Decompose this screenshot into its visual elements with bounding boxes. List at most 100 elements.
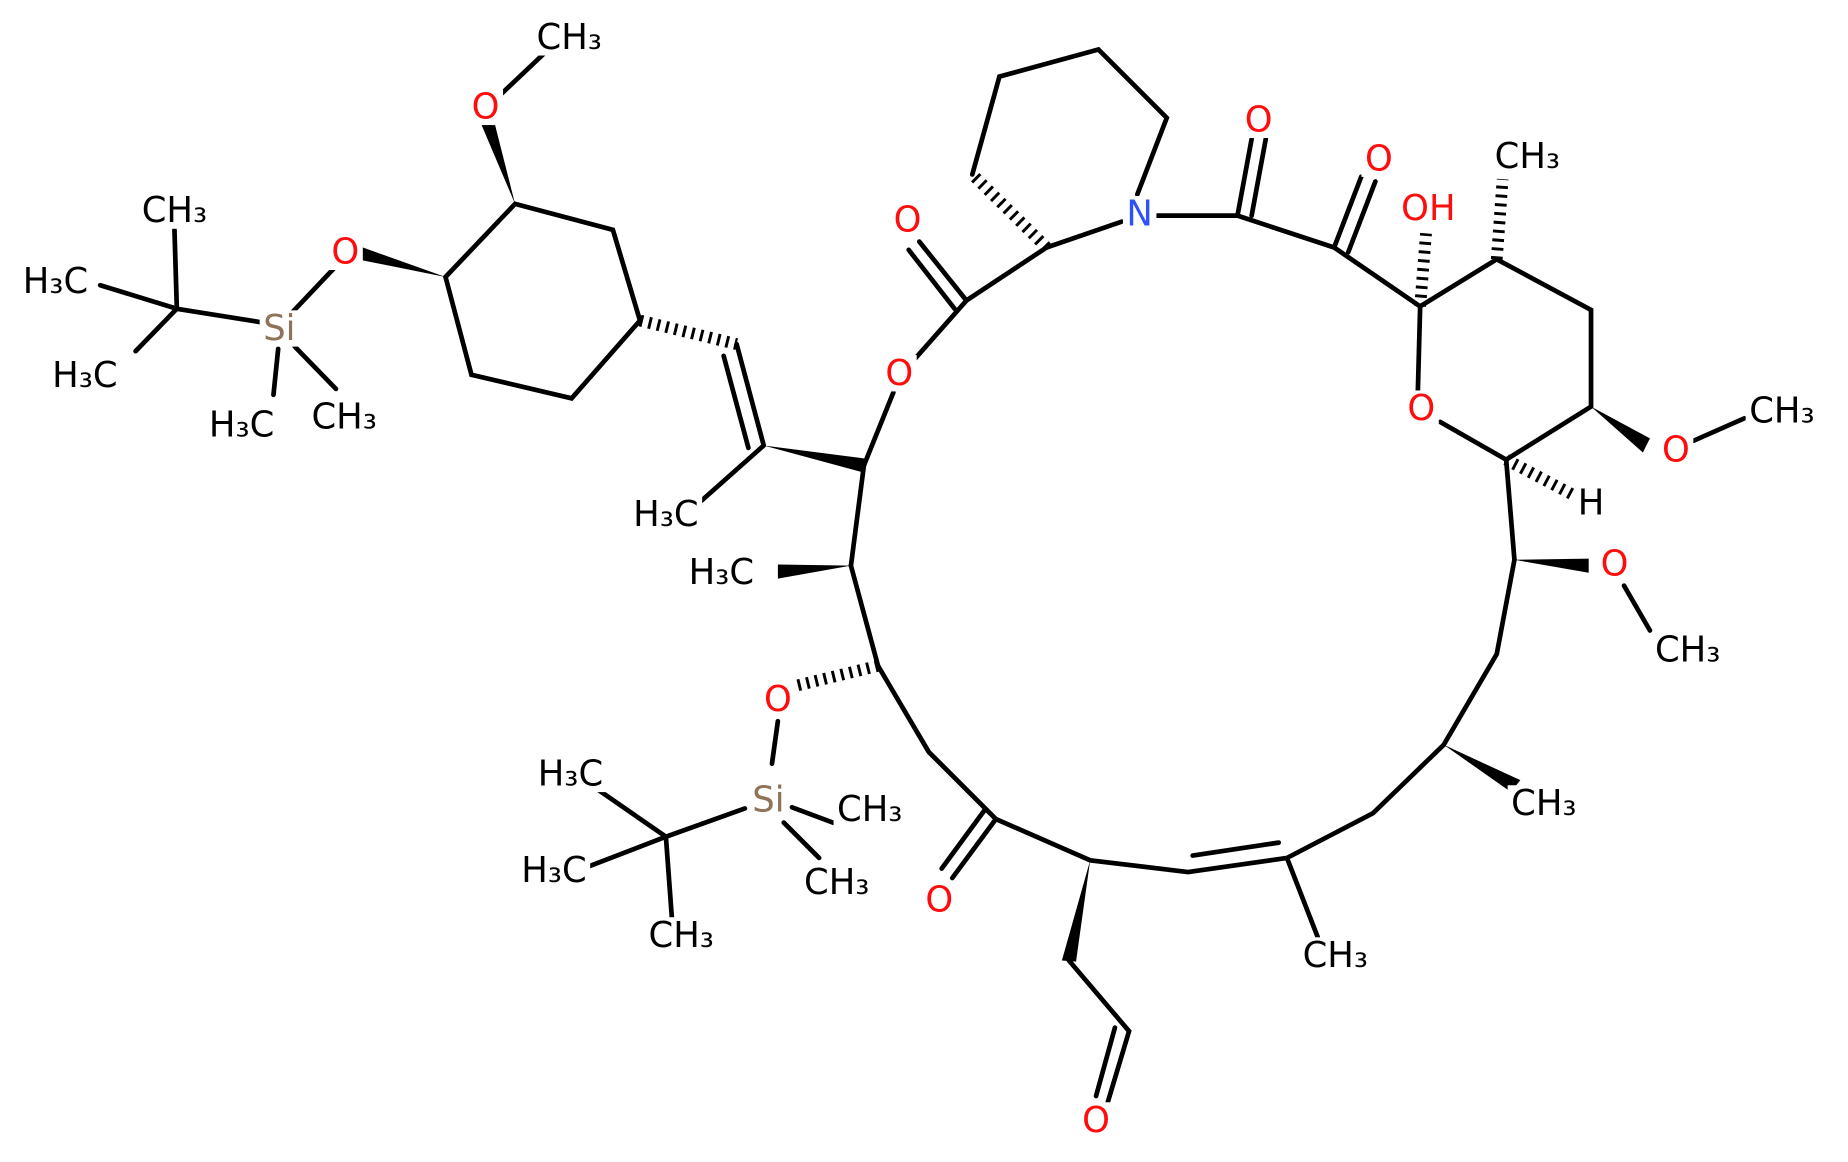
wedge-bond (1514, 558, 1589, 573)
bond (769, 563, 881, 767)
label-mask (1491, 138, 1564, 175)
atom-label: CH₃ (1303, 935, 1368, 976)
bond (1691, 416, 1747, 444)
atom-label: OH (1401, 188, 1455, 229)
label-mask (1574, 484, 1608, 522)
bond (698, 341, 767, 504)
atom-label: O (885, 353, 913, 394)
label-mask (644, 917, 718, 954)
label-mask (19, 263, 92, 300)
atom-label: H₃C (52, 355, 117, 396)
label-mask (833, 791, 907, 828)
atom-label: CH₃ (311, 396, 376, 437)
label-mask (1651, 632, 1724, 669)
atom-label: CH₃ (837, 789, 902, 830)
label-mask (48, 357, 122, 394)
atom-label: O (1245, 99, 1273, 140)
wedge-bond (357, 246, 446, 277)
atom-label: O (331, 231, 359, 272)
atom-label: O (1601, 544, 1629, 585)
atom-label: CH₃ (1749, 390, 1814, 431)
atom-label: O (1407, 388, 1435, 429)
atom-label: O (764, 679, 792, 720)
atom-label: CH₃ (1511, 783, 1576, 824)
hashed-bond (1503, 454, 1577, 501)
hashed-bond (1490, 178, 1509, 260)
label-mask (1299, 937, 1372, 974)
label-mask (205, 406, 278, 444)
bond (969, 46, 1170, 250)
label-mask (327, 233, 363, 271)
hashed-bond (968, 170, 1051, 252)
atom-label: H₃C (209, 405, 274, 446)
label-mask (890, 201, 925, 239)
bond (498, 50, 547, 97)
atom-label: CH₃ (142, 190, 207, 231)
label-mask (1361, 140, 1397, 177)
hashed-bond (794, 660, 880, 692)
atom-label: H₃C (689, 552, 754, 593)
wedge-bond (763, 445, 864, 473)
label-mask (1658, 431, 1694, 469)
label-mask (1241, 101, 1277, 139)
atom-label: O (894, 200, 922, 241)
label-mask (629, 496, 703, 533)
label-mask (517, 852, 591, 889)
atom-label: CH₃ (1655, 630, 1720, 671)
wedge-bond (1443, 744, 1521, 792)
wedge-bond (777, 564, 851, 579)
label-mask (800, 864, 874, 901)
atom-label: O (925, 880, 953, 921)
label-mask (881, 355, 917, 392)
bond (1417, 256, 1500, 309)
wedge-bond (478, 115, 516, 204)
atom-label: N (1126, 194, 1152, 235)
atom-label: H₃C (23, 261, 88, 302)
atom-label: H (1578, 482, 1605, 523)
bond (993, 742, 1447, 940)
atom-label: CH₃ (804, 862, 869, 903)
bond (861, 239, 1049, 468)
label-mask (1507, 785, 1581, 822)
label-mask (259, 310, 300, 347)
hashed-bond (1414, 232, 1432, 307)
label-mask (138, 192, 211, 229)
hashed-bond (638, 314, 739, 350)
label-mask (760, 681, 796, 718)
atom-labels: CH₃ O CH₃ O H₃C Si H₃C H₃C CH₃ O N O O O… (19, 17, 1819, 1141)
bonds (97, 46, 1747, 1105)
bond (97, 227, 339, 398)
atom-label: H₃C (633, 494, 698, 535)
label-mask (748, 781, 789, 819)
atom-label: O (1365, 138, 1393, 179)
label-mask (1403, 390, 1439, 427)
atom-label: H₃C (538, 753, 603, 794)
label-mask (685, 554, 758, 591)
label-mask (468, 88, 504, 126)
bond (1441, 557, 1653, 748)
bond (875, 663, 1132, 1105)
bond (442, 201, 643, 401)
atom-label: CH₃ (649, 915, 714, 956)
atom-label: O (1082, 1100, 1110, 1141)
atom-label: Si (263, 308, 295, 349)
bond (586, 463, 867, 920)
bond (1154, 136, 1423, 309)
atom-label: H₃C (521, 850, 586, 891)
atom-label: O (1662, 429, 1690, 470)
label-mask (534, 755, 607, 793)
atom-label: O (472, 86, 500, 127)
label-mask (307, 398, 381, 436)
atom-label: Si (752, 779, 784, 820)
label-mask (1745, 392, 1819, 430)
label-mask (921, 881, 957, 919)
label-mask (1078, 1102, 1114, 1139)
wedge-bond (1061, 860, 1091, 962)
label-mask (533, 19, 606, 56)
atom-label: CH₃ (1495, 136, 1560, 177)
wedge-bond (1591, 406, 1650, 453)
label-mask (1122, 196, 1157, 233)
label-mask (1597, 546, 1633, 583)
